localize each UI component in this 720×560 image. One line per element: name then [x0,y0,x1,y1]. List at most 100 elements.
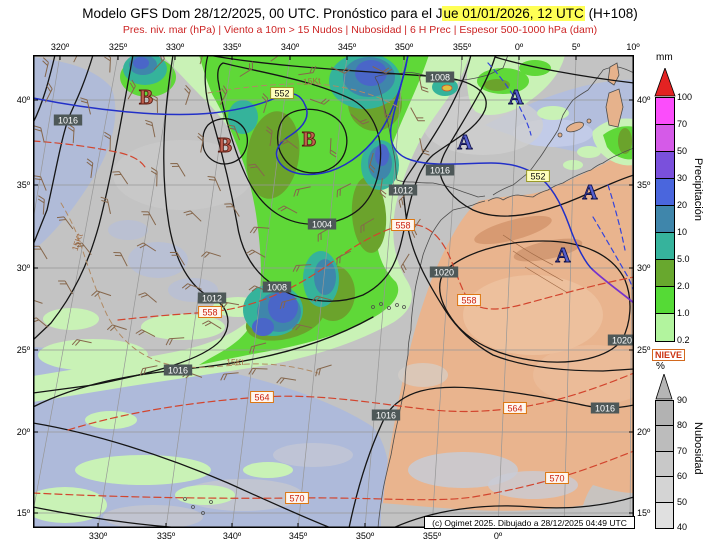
wind-barb [86,158,94,178]
axis-left-lat: 15º [16,508,30,518]
wind-barb [42,57,49,78]
wind-speed-label: 15Kt [303,75,322,87]
svg-text:1020: 1020 [612,336,632,346]
cloud-color-segment [656,426,673,452]
cloud-tick-label: 90 [677,395,688,405]
low-pressure-symbol: B [139,85,153,109]
precip-tick-label: 1.0 [677,308,690,318]
axis-right-lat: 35º [637,180,651,190]
wind-barb [33,125,45,143]
cloud-tick-label: 40 [677,522,688,532]
map-area[interactable]: 1016 1008 1016 1012 1004 1008 1012 1016 1020 1020… [0,42,653,529]
precip-axis-title: Precipitación [692,158,704,221]
wind-barb [106,324,127,332]
wind-barb [220,372,239,381]
axis-bottom-lon: 345º [288,531,308,541]
svg-text:558: 558 [202,308,217,318]
svg-text:570: 570 [549,474,564,484]
wind-barb [71,339,92,346]
axis-left-lat: 25º [16,345,30,355]
axis-bottom-lon: 335º [156,531,176,541]
svg-text:1012: 1012 [202,294,222,304]
wind-barb [239,61,253,77]
wind-barb [139,365,158,376]
svg-text:1016: 1016 [376,411,396,421]
wind-barb [245,249,266,258]
cloud-overflow-arrow-icon [655,374,673,400]
pressure-label: 1016 [163,364,193,376]
pressure-label: 1012 [388,184,418,196]
axis-top-lon: 0º [514,42,524,52]
precip-tick-label: 0.2 [677,335,690,345]
wind-barbs [22,42,430,384]
wind-barb [248,163,265,177]
wind-barb [249,342,267,354]
cloud-axis-title: Nubosidad [692,422,704,475]
wind-barb [400,253,410,274]
precip-color-segment [656,233,674,260]
wind-barb [418,75,429,93]
title-prefix: Modelo GFS Dom 28/12/2025, 00 UTC. Pronó… [82,6,443,21]
wind-barb [309,98,330,105]
axis-top-lon: 340º [280,42,300,52]
precip-tick-label: 100 [677,92,693,102]
wind-barb [104,131,111,151]
precip-color-segment [656,152,674,179]
low-pressure-symbol: B [218,133,232,157]
axis-top-lon: 330º [165,42,185,52]
high-pressure-symbol: A [582,180,598,204]
thickness-label-warm: 564 [250,391,274,403]
cloud-tick-label: 50 [677,496,688,507]
wind-barb [112,171,129,185]
thickness-label-cold: 552 [270,87,294,99]
cloud-color-segment [656,451,673,478]
precip-tick-label: 2.0 [677,281,690,291]
wind-barb [330,66,351,74]
svg-text:558: 558 [461,296,476,306]
pressure-label: 1016 [53,114,83,126]
axis-left-lat: 30º [16,263,30,273]
cloudiness-colorbar [655,400,674,529]
wind-barb [56,216,74,230]
svg-text:552: 552 [274,89,289,99]
wind-barb [44,82,53,103]
wind-barb [368,152,376,173]
copyright-box: (c) Ogimet 2025. Dibujado a 28/12/2025 0… [424,516,635,529]
axis-top-lon: 5º [571,42,581,52]
precip-color-segment [656,287,674,314]
wind-barb [249,226,270,234]
svg-text:1020: 1020 [434,268,454,278]
svg-text:1008: 1008 [430,73,450,83]
axis-right-lat: 25º [637,345,651,355]
axis-left-lat: 20º [16,427,30,437]
axis-top-lon: 10º [626,42,640,52]
wind-barb [150,94,158,113]
wind-barb [135,329,156,338]
wind-barb [136,242,157,252]
precip-tick-label: 70 [677,119,688,129]
axis-bottom-lon: 355º [422,531,442,541]
coastlines [183,54,635,529]
precip-color-segment [656,98,674,125]
map-border [33,55,634,528]
pressure-label: 1004 [307,218,337,230]
svg-text:1016: 1016 [58,116,78,126]
axis-bottom-lon: 340º [222,531,242,541]
cloud-tick-label: 80 [677,420,688,431]
chart-legend-subtitle: Pres. niv. mar (hPa) | Viento a 10m > 15… [122,24,598,36]
precip-unit-label: mm [656,52,673,63]
wind-barb [169,251,186,266]
pressure-label: 1008 [262,281,292,293]
wind-barb [183,210,202,222]
wind-barb [207,176,221,192]
wind-barb [100,196,111,215]
wind-barb [202,320,222,330]
wind-barb [33,175,47,191]
precip-color-segment [656,314,674,341]
axis-right-lat: 30º [637,263,651,273]
axis-top-lon: 320º [50,42,70,52]
thickness-label-warm: 558 [198,306,222,318]
precip-color-segment [656,125,674,152]
precip-tick-label: 20 [677,200,688,210]
svg-text:1016: 1016 [430,166,450,176]
